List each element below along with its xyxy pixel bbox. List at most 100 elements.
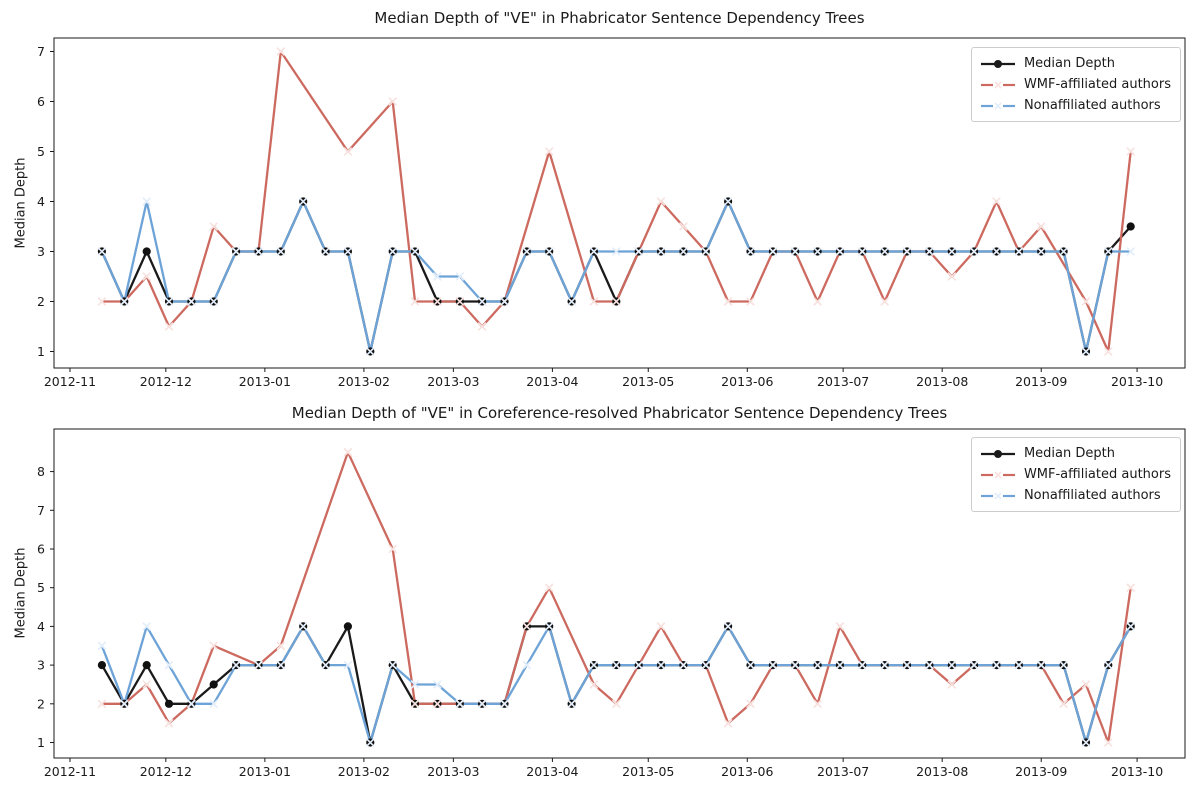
nonaffiliated-point-marker: [299, 622, 308, 631]
x-axis-tick-label: 2012-12: [140, 374, 192, 389]
nonaffiliated-point-marker: [120, 699, 129, 708]
nonaffiliated-point-marker: [97, 641, 107, 650]
nonaffiliated-point-marker: [545, 622, 554, 631]
nonaffiliated-point-marker: [768, 247, 778, 256]
x-axis-tick-label: 2012-11: [44, 374, 96, 389]
legend-item-nonaffiliated: Nonaffiliated authors: [980, 485, 1171, 506]
wmf-point-marker: [477, 322, 487, 331]
wmf-point-marker: [612, 699, 621, 708]
wmf-point-marker: [992, 197, 1001, 206]
legend: Median Depth WMF-affiliated authors Nona…: [970, 47, 1181, 122]
legend-dot: [993, 59, 1002, 68]
wmf-point-marker: [97, 699, 107, 708]
x-axis-tick-label: 2013-07: [817, 374, 869, 389]
nonaffiliated-point-marker: [187, 699, 196, 708]
y-axis-tick-label: 3: [37, 244, 45, 259]
nonaffiliated-point-marker: [120, 297, 129, 306]
median-point-marker: [97, 661, 106, 670]
legend-sample-dash-x-icon: [980, 78, 1016, 92]
nonaffiliated-point-marker: [1081, 347, 1091, 356]
nonaffiliated-point-marker: [187, 297, 196, 306]
nonaffiliated-point-marker: [343, 247, 353, 256]
nonaffiliated-point-marker: [902, 247, 912, 256]
legend-item-median: Median Depth: [980, 53, 1171, 74]
nonaffiliated-point-marker: [500, 699, 509, 708]
nonaffiliated-point-marker: [835, 247, 845, 256]
legend-item-wmf: WMF-affiliated authors: [980, 464, 1171, 485]
nonaffiliated-point-marker: [545, 247, 554, 256]
nonaffiliated-point-marker: [567, 699, 576, 708]
y-axis-tick-label: 8: [37, 464, 45, 479]
wmf-point-marker: [589, 297, 599, 306]
median-point-marker: [142, 661, 151, 670]
nonaffiliated-point-marker: [880, 660, 889, 670]
wmf-point-marker: [1081, 680, 1091, 689]
nonaffiliated-point-marker: [254, 247, 263, 256]
wmf-point-marker: [343, 147, 353, 156]
median-point-marker: [164, 699, 174, 708]
nonaffiliated-point-marker: [477, 297, 487, 306]
nonaffiliated-point-marker: [746, 660, 755, 670]
nonaffiliated-point-marker: [947, 660, 956, 670]
chart-top-canvas: 1 2 3 4 5 6 7 2012-11 2012-12 2013-01 2013-02 2013-…: [37, 37, 1186, 389]
y-axis-tick-label: 6: [37, 94, 45, 109]
y-axis-tick-label: 2: [37, 294, 45, 309]
wmf-point-marker: [522, 622, 531, 631]
nonaffiliated-point-marker: [701, 660, 710, 670]
nonaffiliated-point-marker: [634, 660, 643, 670]
legend-label: Median Depth: [1023, 446, 1115, 461]
nonaffiliated-point-marker: [791, 660, 800, 670]
wmf-point-marker: [656, 197, 666, 206]
nonaffiliated-point-marker: [925, 247, 934, 256]
series-median-line: [100, 625, 1132, 744]
wmf-point-marker: [1081, 297, 1091, 306]
nonaffiliated-point-marker: [142, 622, 151, 631]
y-axis-tick-label: 7: [37, 44, 45, 59]
y-axis-tick-label: 3: [37, 658, 45, 673]
median-point-marker: [142, 247, 151, 256]
legend-sample-line-dot-icon: [980, 57, 1016, 71]
nonaffiliated-point-marker: [589, 660, 599, 670]
nonaffiliated-point-marker: [701, 247, 710, 256]
chart-title: Median Depth of "VE" in Coreference-reso…: [291, 404, 948, 422]
x-axis-tick-label: 2013-04: [526, 764, 578, 779]
nonaffiliated-point-marker: [969, 247, 979, 256]
nonaffiliated-point-marker: [992, 660, 1001, 670]
wmf-point-marker: [947, 272, 956, 281]
x-axis-tick-label: 2013-07: [817, 764, 869, 779]
x-axis-tick-label: 2013-10: [1111, 374, 1163, 389]
nonaffiliated-point-marker: [209, 699, 218, 708]
nonaffiliated-point-marker: [164, 297, 174, 306]
chart-bottom-canvas: 1 2 3 4 5 6 7 8 2012-11 2012-12 2013-01 2013-02 2013…: [37, 428, 1186, 779]
wmf-point-marker: [433, 699, 442, 708]
nonaffiliated-point-marker: [276, 247, 285, 256]
nonaffiliated-point-marker: [656, 660, 666, 670]
nonaffiliated-point-marker: [1037, 660, 1046, 670]
x-axis-tick-label: 2013-01: [239, 764, 291, 779]
nonaffiliated-point-marker: [880, 247, 889, 256]
x-axis-tick-label: 2013-06: [721, 374, 773, 389]
legend-x-marker: [994, 80, 1002, 89]
legend-label: Nonaffiliated authors: [1023, 488, 1161, 503]
legend-sample-dash-x-icon: [980, 489, 1016, 503]
y-axis-label: Median Depth: [13, 157, 29, 249]
x-axis-tick-label: 2012-12: [140, 764, 192, 779]
series-nonaffiliated-line: [100, 200, 1132, 353]
nonaffiliated-point-marker: [835, 660, 845, 670]
x-axis-tick-label: 2013-02: [338, 764, 390, 779]
wmf-point-marker: [97, 297, 107, 306]
nonaffiliated-point-marker: [679, 660, 688, 670]
legend-label: WMF-affiliated authors: [1023, 467, 1171, 482]
x-axis-tick-label: 2013-10: [1111, 764, 1163, 779]
series-nonaffiliated-line: [100, 625, 1132, 744]
legend-label: Median Depth: [1023, 56, 1115, 71]
nonaffiliated-point-marker: [276, 660, 285, 670]
y-axis-tick-label: 1: [37, 735, 45, 750]
nonaffiliated-point-marker: [1059, 247, 1068, 256]
nonaffiliated-point-marker: [1104, 660, 1113, 670]
nonaffiliated-point-marker: [1014, 660, 1024, 670]
nonaffiliated-point-marker: [656, 247, 666, 256]
nonaffiliated-point-marker: [634, 247, 643, 256]
x-axis-tick-label: 2013-03: [427, 764, 479, 779]
